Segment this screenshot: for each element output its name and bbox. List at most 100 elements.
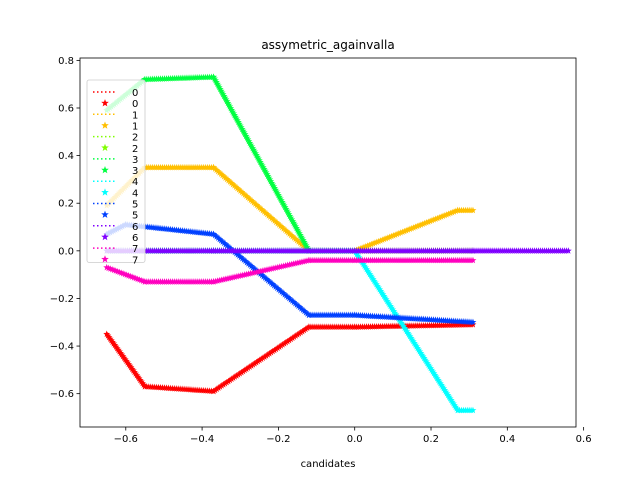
point-1 <box>469 206 477 214</box>
point-1 <box>404 226 412 233</box>
point-1 <box>413 222 421 230</box>
point-7 <box>299 258 307 265</box>
point-4 <box>440 384 448 392</box>
point-1 <box>373 238 381 246</box>
point-1 <box>256 204 264 211</box>
point-0 <box>223 378 231 386</box>
point-3 <box>255 156 263 164</box>
point-3 <box>239 127 247 134</box>
point-3 <box>233 116 241 124</box>
point-0 <box>126 362 134 369</box>
point-3 <box>238 125 246 133</box>
axes-frame <box>79 57 577 428</box>
point-0 <box>257 355 265 363</box>
point-1 <box>360 243 368 251</box>
point-1 <box>214 167 222 175</box>
legend-star-swatch <box>101 232 109 241</box>
point-3 <box>226 102 234 110</box>
point-0 <box>211 386 219 394</box>
point-7 <box>247 269 254 277</box>
point-7 <box>286 261 293 268</box>
point-5 <box>217 236 225 244</box>
point-3 <box>276 195 284 202</box>
point-4 <box>412 341 419 348</box>
point-1 <box>445 210 452 217</box>
point-1 <box>375 237 383 245</box>
point-3 <box>235 120 243 127</box>
point-4 <box>427 364 435 372</box>
point-4 <box>428 366 436 373</box>
point-7 <box>287 260 295 268</box>
point-3 <box>237 123 245 131</box>
point-1 <box>232 183 240 190</box>
series-1 <box>103 163 477 254</box>
point-0 <box>118 351 126 358</box>
point-3 <box>258 162 266 169</box>
point-0 <box>236 369 244 377</box>
point-0 <box>221 379 229 387</box>
point-4 <box>397 319 405 326</box>
point-3 <box>283 207 291 214</box>
point-1 <box>426 217 434 225</box>
point-1 <box>277 222 285 230</box>
point-4 <box>381 294 389 301</box>
point-3 <box>273 188 280 195</box>
point-3 <box>259 163 267 171</box>
point-3 <box>228 106 236 113</box>
point-0 <box>129 367 137 374</box>
point-3 <box>219 90 227 98</box>
point-1 <box>241 191 249 198</box>
point-3 <box>213 80 221 87</box>
point-4 <box>441 386 449 394</box>
point-1 <box>439 212 447 220</box>
point-5 <box>276 287 284 294</box>
point-5 <box>273 284 281 292</box>
point-1 <box>292 235 299 243</box>
y-tick-label: −0.2 <box>50 294 74 305</box>
point-3 <box>224 99 232 107</box>
point-4 <box>402 326 410 333</box>
x-tick-label: 0.4 <box>499 434 515 445</box>
point-1 <box>432 215 440 222</box>
point-3 <box>289 217 297 225</box>
point-0 <box>136 376 144 384</box>
point-1 <box>389 232 397 239</box>
series-7 <box>103 256 477 285</box>
legend-label: 6 <box>132 222 138 233</box>
point-1 <box>257 205 265 213</box>
point-1 <box>448 208 456 216</box>
point-5 <box>294 302 302 310</box>
point-4 <box>416 347 424 355</box>
point-4 <box>389 306 397 313</box>
point-0 <box>277 342 285 349</box>
point-6 <box>564 247 572 254</box>
point-0 <box>249 361 257 368</box>
point-4 <box>407 334 415 342</box>
point-1 <box>380 235 388 243</box>
point-0 <box>213 385 221 392</box>
legend-star-swatch <box>101 99 109 107</box>
point-3 <box>301 240 309 247</box>
point-0 <box>112 343 120 350</box>
point-0 <box>297 328 305 336</box>
y-tick-label: −0.6 <box>50 389 74 400</box>
point-5 <box>220 239 228 247</box>
point-4 <box>367 272 375 279</box>
point-3 <box>212 78 220 86</box>
point-3 <box>295 228 302 235</box>
point-0 <box>243 365 250 373</box>
point-3 <box>236 122 244 129</box>
point-0 <box>259 354 267 361</box>
point-3 <box>210 73 217 80</box>
point-1 <box>230 182 238 189</box>
point-4 <box>379 290 387 298</box>
point-1 <box>397 229 405 236</box>
point-4 <box>377 287 385 295</box>
point-7 <box>217 276 225 283</box>
point-4 <box>423 359 431 367</box>
point-4 <box>390 307 398 315</box>
point-1 <box>441 211 449 219</box>
point-0 <box>139 379 146 387</box>
point-1 <box>382 234 390 242</box>
point-7 <box>291 259 299 267</box>
